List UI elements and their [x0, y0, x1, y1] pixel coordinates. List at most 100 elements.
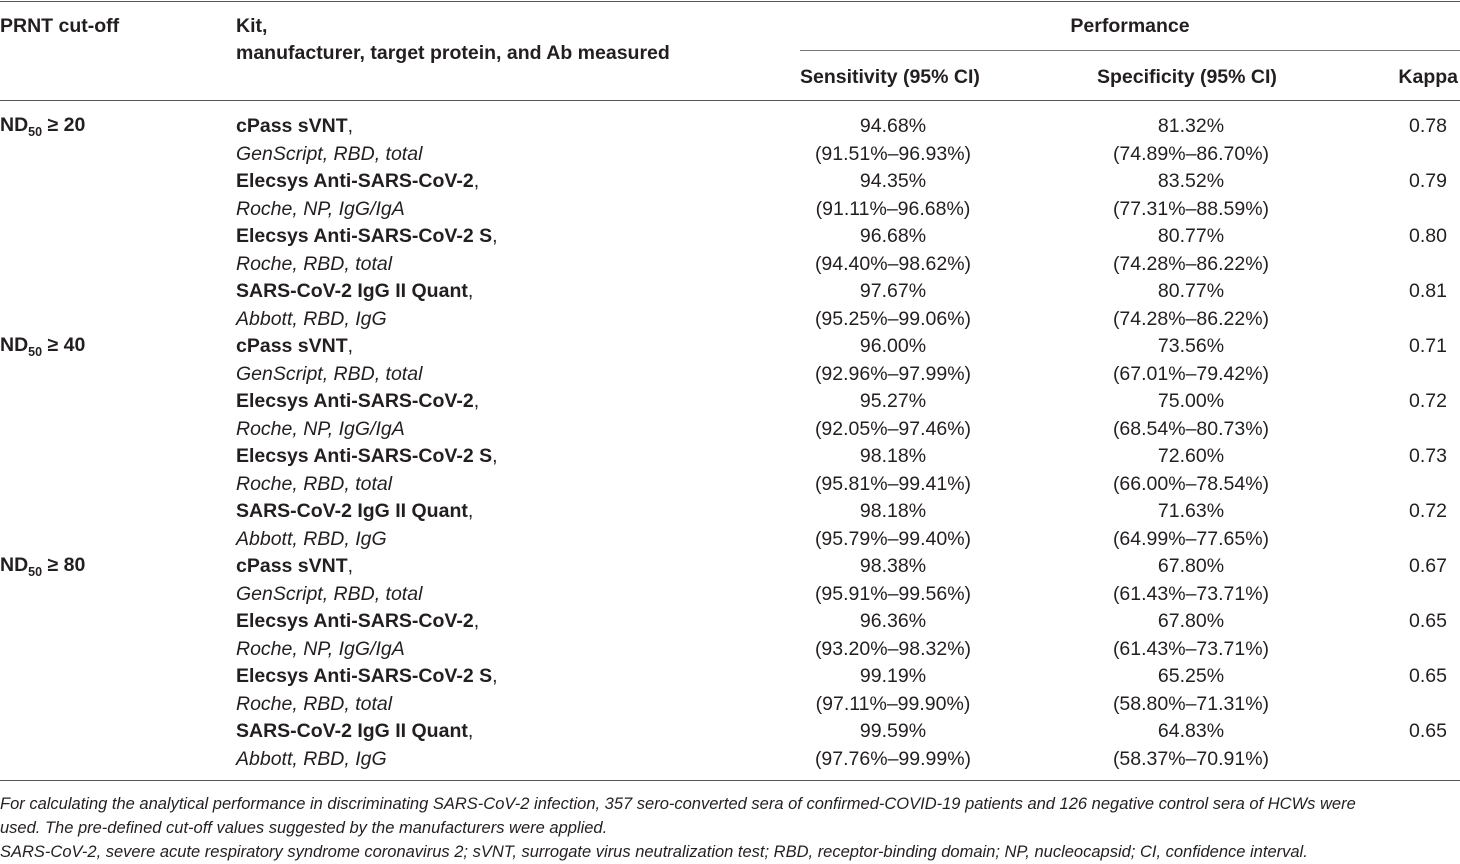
kit-details: GenScript, RBD, total: [236, 582, 423, 605]
sensitivity-value: 96.68%: [859, 225, 927, 247]
sensitivity-value: 99.19%: [859, 665, 927, 687]
sensitivity-cell: 96.36% (93.20%–98.32%): [800, 608, 986, 663]
specificity-cell: 80.77% (74.28%–86.22%): [1097, 223, 1285, 278]
kit-details: Roche, NP, IgG/IgA: [236, 417, 405, 440]
sensitivity-cell: 94.68% (91.51%–96.93%): [800, 113, 986, 168]
sensitivity-cell: 97.67% (95.25%–99.06%): [800, 278, 986, 333]
kit-name: Elecsys Anti-SARS-CoV-2: [236, 610, 474, 632]
sensitivity-ci: (93.20%–98.32%): [814, 637, 972, 660]
specificity-value: 72.60%: [1157, 445, 1225, 467]
kit-comma: ,: [492, 445, 498, 467]
specificity-cell: 75.00% (68.54%–80.73%): [1097, 388, 1285, 443]
table-row: Elecsys Anti-SARS-CoV-2 S, Roche, RBD, to…: [0, 223, 1460, 278]
header-kappa: Kappa: [1398, 66, 1458, 88]
kit-details: GenScript, RBD, total: [236, 362, 423, 385]
specificity-ci: (74.28%–86.22%): [1112, 252, 1270, 275]
kit-details: Roche, RBD, total: [236, 472, 393, 495]
specificity-value: 80.77%: [1157, 225, 1225, 247]
specificity-value: 83.52%: [1157, 170, 1225, 192]
kit-name: SARS-CoV-2 IgG II Quant: [236, 500, 468, 522]
specificity-value: 67.80%: [1157, 610, 1225, 632]
kit-comma: ,: [467, 720, 474, 742]
kit-comma: ,: [492, 665, 498, 687]
specificity-ci: (68.54%–80.73%): [1112, 417, 1270, 440]
sensitivity-cell: 99.19% (97.11%–99.90%): [800, 663, 986, 718]
kit-comma: ,: [347, 115, 354, 137]
kit-name: Elecsys Anti-SARS-CoV-2 S: [236, 445, 493, 467]
kit-cell: cPass sVNT, GenScript, RBD, total: [236, 553, 422, 608]
sensitivity-ci: (94.40%–98.62%): [814, 252, 972, 275]
cutoff-prefix: ND: [0, 554, 29, 576]
sensitivity-ci: (97.11%–99.90%): [815, 692, 971, 715]
specificity-ci: (58.37%–70.91%): [1112, 747, 1270, 770]
specificity-ci: (61.43%–73.71%): [1112, 582, 1270, 605]
cutoff-suffix: ≥ 20: [42, 114, 86, 136]
kit-name: Elecsys Anti-SARS-CoV-2 S: [236, 225, 493, 247]
kit-details: Roche, NP, IgG/IgA: [236, 197, 405, 220]
sensitivity-value: 98.18%: [859, 445, 927, 467]
kit-cell: Elecsys Anti-SARS-CoV-2, Roche, NP, IgG/I…: [236, 168, 479, 223]
header-specificity: Specificity (95% CI): [1097, 66, 1277, 88]
kit-cell: Elecsys Anti-SARS-CoV-2 S, Roche, RBD, to…: [236, 443, 498, 498]
cutoff-prefix: ND: [0, 114, 29, 136]
sensitivity-value: 96.36%: [859, 610, 927, 632]
cutoff-label: ND50 ≥ 80: [0, 553, 85, 584]
sensitivity-value: 94.68%: [859, 115, 927, 137]
kit-details: Roche, NP, IgG/IgA: [236, 637, 405, 660]
specificity-ci: (74.28%–86.22%): [1112, 307, 1270, 330]
cutoff-label: ND50 ≥ 40: [0, 333, 85, 364]
footnote-line3: SARS-CoV-2, severe acute respiratory syn…: [0, 843, 1308, 861]
specificity-value: 71.63%: [1157, 500, 1225, 522]
kappa-cell: 0.72: [1409, 390, 1447, 412]
sensitivity-value: 95.27%: [859, 390, 927, 412]
kappa-cell: 0.65: [1409, 610, 1447, 632]
performance-sub-rule: [800, 50, 1460, 51]
cutoff-label: ND50 ≥ 20: [0, 113, 85, 144]
cutoff-subscript: 50: [28, 344, 43, 359]
specificity-value: 80.77%: [1157, 280, 1225, 302]
specificity-value: 64.83%: [1157, 720, 1225, 742]
specificity-value: 73.56%: [1157, 335, 1225, 357]
cutoff-subscript: 50: [28, 124, 43, 139]
sensitivity-ci: (97.76%–99.99%): [814, 747, 972, 770]
specificity-ci: (58.80%–71.31%): [1112, 692, 1270, 715]
kappa-cell: 0.72: [1409, 500, 1447, 522]
kit-name: SARS-CoV-2 IgG II Quant: [236, 720, 468, 742]
header-cutoff: PRNT cut-off: [0, 15, 120, 37]
kappa-cell: 0.73: [1409, 445, 1447, 467]
kit-name: SARS-CoV-2 IgG II Quant: [236, 280, 468, 302]
table-row: Elecsys Anti-SARS-CoV-2, Roche, NP, IgG/I…: [0, 168, 1460, 223]
table-bottom-rule: [0, 780, 1460, 781]
kit-cell: SARS-CoV-2 IgG II Quant, Abbott, RBD, IgG: [236, 718, 473, 773]
table-row: ND50 ≥ 20 cPass sVNT, GenScript, RBD, tota…: [0, 113, 1460, 168]
sensitivity-cell: 98.18% (95.79%–99.40%): [800, 498, 986, 553]
sensitivity-ci: (92.05%–97.46%): [814, 417, 972, 440]
kappa-cell: 0.80: [1409, 225, 1447, 247]
sensitivity-value: 98.38%: [859, 555, 927, 577]
specificity-ci: (61.43%–73.71%): [1112, 637, 1270, 660]
kit-name: cPass sVNT: [236, 335, 348, 357]
kit-comma: ,: [473, 390, 480, 412]
kappa-cell: 0.79: [1409, 170, 1447, 192]
specificity-ci: (67.01%–79.42%): [1112, 362, 1270, 385]
header-kit-line2: manufacturer, target protein, and Ab mea…: [236, 42, 670, 64]
specificity-value: 67.80%: [1157, 555, 1225, 577]
kit-details: Abbott, RBD, IgG: [236, 747, 387, 770]
table-row: SARS-CoV-2 IgG II Quant, Abbott, RBD, IgG…: [0, 278, 1460, 333]
cutoff-suffix: ≥ 40: [42, 334, 86, 356]
sensitivity-ci: (91.51%–96.93%): [814, 142, 972, 165]
kit-comma: ,: [467, 280, 474, 302]
kit-details: Abbott, RBD, IgG: [236, 527, 387, 550]
table-row: SARS-CoV-2 IgG II Quant, Abbott, RBD, IgG…: [0, 498, 1460, 553]
kit-name: Elecsys Anti-SARS-CoV-2: [236, 390, 474, 412]
specificity-cell: 64.83% (58.37%–70.91%): [1097, 718, 1285, 773]
footnote-line2: used. The pre-defined cut-off values sug…: [0, 819, 608, 837]
kappa-cell: 0.65: [1409, 720, 1447, 742]
kappa-cell: 0.81: [1409, 280, 1447, 302]
sensitivity-ci: (95.81%–99.41%): [814, 472, 972, 495]
sensitivity-cell: 98.18% (95.81%–99.41%): [800, 443, 986, 498]
kit-comma: ,: [492, 225, 498, 247]
table-row: Elecsys Anti-SARS-CoV-2, Roche, NP, IgG/I…: [0, 608, 1460, 663]
sensitivity-value: 99.59%: [859, 720, 927, 742]
kit-cell: Elecsys Anti-SARS-CoV-2 S, Roche, RBD, to…: [236, 223, 498, 278]
